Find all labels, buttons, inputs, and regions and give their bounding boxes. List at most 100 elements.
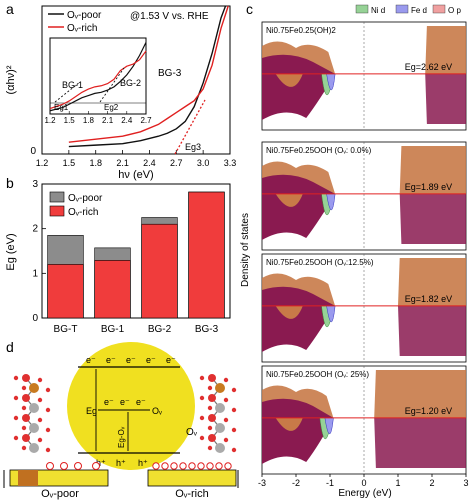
fe-atom <box>215 383 225 393</box>
inset-series <box>49 42 147 112</box>
panel-label-c: c <box>246 1 253 17</box>
category-label: BG-T <box>54 324 78 335</box>
legend-swatch-ni-d <box>355 4 369 14</box>
dos-up-cb <box>399 146 466 194</box>
crystal-structure-rich <box>199 374 237 453</box>
a-xtick-label: 1.8 <box>89 158 102 168</box>
electron-8: e⁻ <box>136 397 146 407</box>
panel-b-bar-chart: 0 1 2 3 BG-T BG-1 BG-2 BG-3 Eg (eV) Oᵥ-poor Oᵥ… <box>5 179 231 335</box>
o-side-atom <box>207 385 213 391</box>
category-label: BG-1 <box>101 324 125 335</box>
dos-up-ni-d <box>262 286 336 306</box>
dos-down-ni-d <box>262 193 336 240</box>
band-diagram-circle <box>67 342 195 470</box>
o-atom <box>22 414 30 422</box>
o-side-atom <box>37 437 43 443</box>
panel-a-frame <box>41 5 231 155</box>
electron-5: e⁻ <box>166 355 176 365</box>
dos-down-cb <box>399 193 466 244</box>
hole-1: h⁺ <box>96 458 106 468</box>
panel-b-frame <box>41 183 231 319</box>
legend-label-fe-d: Fe d <box>411 6 427 15</box>
holes-bottom: h⁺ h⁺ h⁺ <box>96 458 148 468</box>
electron-3: e⁻ <box>126 355 136 365</box>
legend-swatch-o-p <box>432 4 446 14</box>
electrode-holes-poor <box>46 462 100 470</box>
panel-a-x-ticks: 1.2 1.5 1.8 2.1 2.4 2.7 3.0 3.3 <box>36 150 236 168</box>
bar-rich-BG-2 <box>141 223 178 319</box>
eg-label-d: Eg <box>86 406 97 416</box>
label-ov-rich: Oᵥ-rich <box>175 488 208 500</box>
o-side-atom <box>21 425 27 431</box>
panel-c-x-ticks: -3 -2 -1 0 1 2 3 <box>258 474 469 488</box>
dos-down-o-p <box>275 73 303 87</box>
inset-bg1-label: BG-1 <box>62 80 83 90</box>
hole-circle <box>74 462 82 470</box>
o-side-atom <box>199 395 205 401</box>
o-atom <box>22 374 30 382</box>
panel-b-ylabel: Eg (eV) <box>5 233 17 270</box>
hole-circle <box>224 462 232 470</box>
panel-a-line-chart: 1.2 1.5 1.8 2.1 2.4 2.7 3.0 3.3 hν (eV) (αhν)² … <box>5 5 236 181</box>
bar-rich-BG-1 <box>94 260 131 319</box>
panel-label-d: d <box>6 339 14 355</box>
dos-down-ni-d <box>262 417 334 464</box>
inset-series-poor <box>49 42 147 112</box>
o-atom <box>208 394 216 402</box>
electrode-bar-rich <box>147 469 237 487</box>
hole-circle <box>46 462 54 470</box>
dos-up-ni-d <box>262 54 336 74</box>
dos-eg-label: Eg=2.62 eV <box>405 62 452 72</box>
c-xtick-label: 2 <box>429 478 434 488</box>
o-atom <box>208 374 216 382</box>
electrode-rich: Oᵥ-rich <box>147 462 239 500</box>
o-side-atom <box>45 407 51 413</box>
o-side-atom <box>21 385 27 391</box>
panel-a-series <box>68 5 229 148</box>
crystal-structure-poor <box>13 374 51 453</box>
o-atom <box>22 394 30 402</box>
dos-down-o-p <box>275 193 303 207</box>
electrode-dark-poor <box>18 470 38 486</box>
panel-c-legend: Ni d Fe d O p <box>355 4 461 15</box>
hole-circle <box>161 462 169 470</box>
panel-a-inset: 1.2 1.5 1.8 2.1 2.4 2.7 BG-1 BG-2 Eg1 Eg2 <box>44 37 152 125</box>
o-side-atom <box>207 445 213 451</box>
inset-xtick-label: 1.5 <box>64 116 76 125</box>
a-xtick-label: 2.4 <box>143 158 156 168</box>
panel-a-y-zero: 0 <box>30 146 36 157</box>
o-side-atom <box>37 417 43 423</box>
o-side-atom <box>223 397 229 403</box>
hole-circle <box>215 462 223 470</box>
ov-crystal-label: Oᵥ <box>186 427 198 438</box>
dos-down-cb <box>374 417 466 468</box>
electrode-holes-rich <box>152 462 232 470</box>
dos-down-cb <box>398 305 466 356</box>
panel-a-bg3-label: BG-3 <box>158 68 182 79</box>
o-side-atom <box>45 447 51 453</box>
hole-circle <box>206 462 214 470</box>
panel-c-xlabel: Energy (eV) <box>338 488 391 499</box>
electron-7: e⁻ <box>120 397 130 407</box>
a-series-rich <box>68 5 229 143</box>
dos-down-o-p <box>275 305 303 319</box>
a-xtick-label: 3.0 <box>197 158 210 168</box>
hole-2: h⁺ <box>116 458 126 468</box>
fe-atom <box>29 383 39 393</box>
dos-down-ni-d <box>262 305 336 352</box>
o-side-atom <box>13 395 19 401</box>
ni-atom <box>215 443 225 453</box>
a-xtick-label: 1.5 <box>63 158 76 168</box>
ni-atom <box>215 423 225 433</box>
o-side-atom <box>223 417 229 423</box>
legend-swatch-rich <box>49 205 65 217</box>
electron-6: e⁻ <box>104 397 114 407</box>
dos-eg-label: Eg=1.89 eV <box>405 182 452 192</box>
o-side-atom <box>231 387 237 393</box>
o-side-atom <box>231 427 237 433</box>
o-side-atom <box>45 387 51 393</box>
b-ytick-label: 2 <box>32 224 38 235</box>
a-xtick-label: 2.1 <box>116 158 129 168</box>
a-xtick-label: 1.2 <box>36 158 49 168</box>
inset-xtick-label: 2.1 <box>102 116 114 125</box>
